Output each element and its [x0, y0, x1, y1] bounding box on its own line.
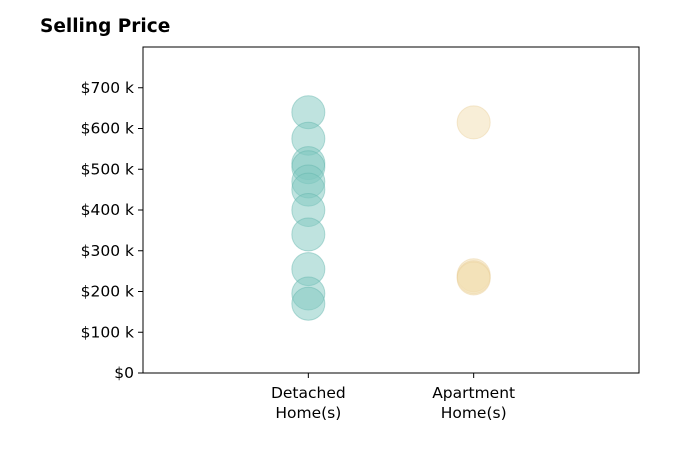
y-tick-label: $400 k: [81, 201, 134, 219]
x-tick-label: Apartment Home(s): [432, 384, 515, 422]
x-tick-label-line: Home(s): [275, 404, 341, 422]
x-tick-label-line: Apartment: [432, 384, 515, 402]
y-axis: $0 $100 k $200 k $300 k $400 k $500 k $600 k $7…: [81, 79, 143, 382]
plot-frame: [142, 46, 640, 374]
data-point: [456, 105, 491, 140]
data-point: [291, 286, 326, 321]
x-axis: Detached Home(s) Apartment Home(s): [271, 373, 515, 422]
y-tick-label: $0: [114, 364, 134, 382]
data-points: [291, 95, 491, 321]
y-tick-label: $300 k: [81, 242, 134, 260]
chart-title: Selling Price: [40, 16, 171, 37]
data-point: [456, 261, 491, 296]
y-tick-label: $700 k: [81, 79, 134, 97]
y-tick-label: $500 k: [81, 160, 134, 178]
x-tick-label: Detached Home(s): [271, 384, 346, 422]
y-tick-label: $600 k: [81, 120, 134, 138]
y-tick-label: $200 k: [81, 283, 134, 301]
data-point: [291, 217, 326, 252]
x-tick-label-line: Detached: [271, 384, 346, 402]
x-tick-label-line: Home(s): [441, 404, 507, 422]
y-tick-label: $100 k: [81, 323, 134, 341]
